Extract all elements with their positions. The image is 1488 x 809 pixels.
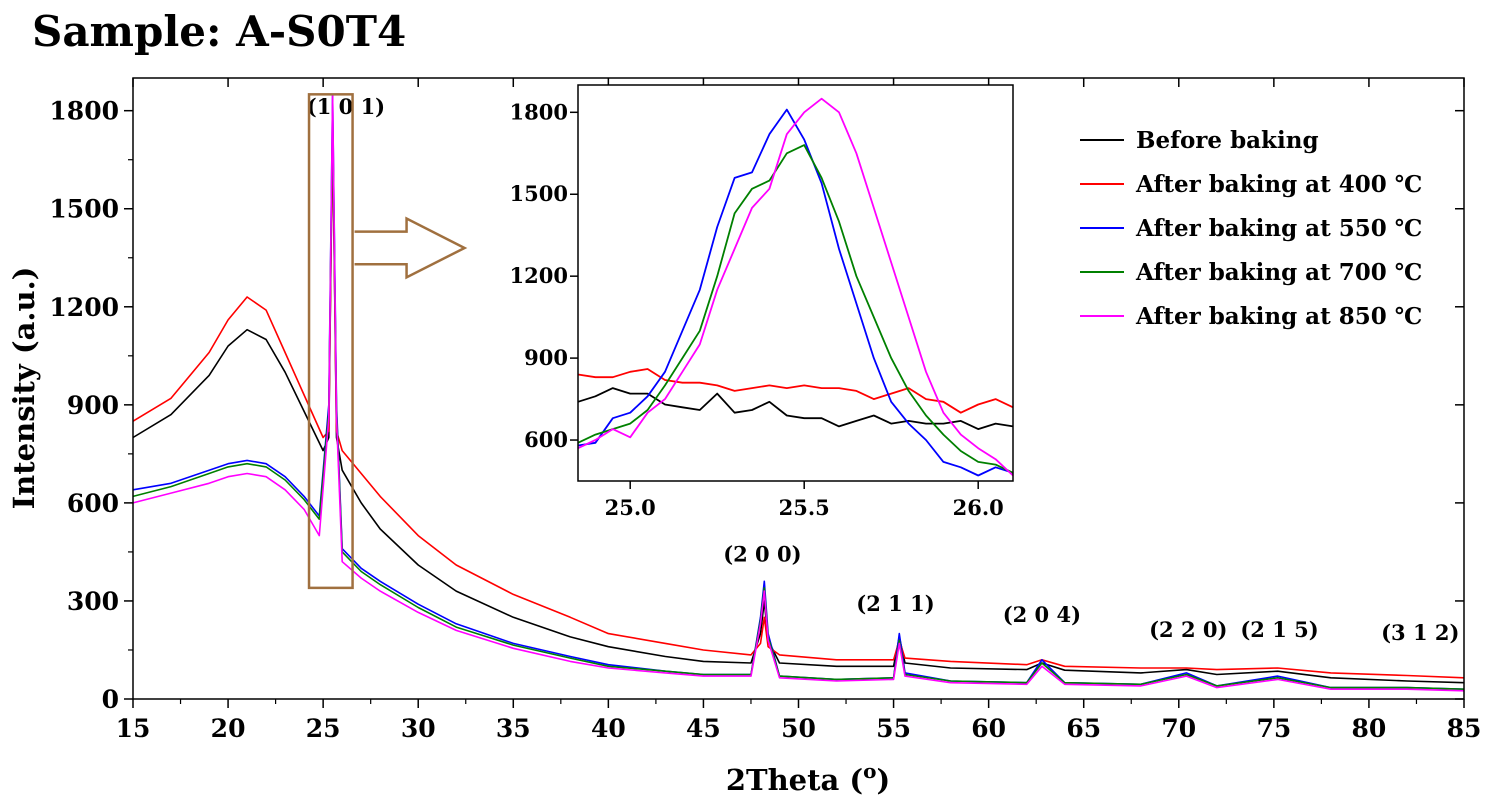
main-y-tick-label: 600 <box>67 489 119 518</box>
inset-x-tick-label: 26.0 <box>953 495 1004 520</box>
peak-annotation: (3 1 2) <box>1381 620 1459 645</box>
main-x-tick-label: 15 <box>116 714 151 743</box>
legend-label: After baking at 550 ℃ <box>1135 215 1422 242</box>
peak-annotation: (1 0 1) <box>307 94 385 119</box>
inset-x-axis: 25.0 25.5 26.0 <box>605 481 1004 520</box>
y-axis-label: Intensity (a.u.) <box>7 267 41 510</box>
main-x-tick-label: 70 <box>1161 714 1196 743</box>
inset-y-tick-label: 1500 <box>510 181 568 206</box>
legend-label: Before baking <box>1136 127 1319 154</box>
main-x-axis: 15 20 25 30 35 40 45 50 55 60 65 70 75 80 85 <box>116 78 1482 743</box>
peak-annotation: (2 0 4) <box>1003 602 1081 627</box>
peak-annotation: (2 1 5) <box>1240 617 1318 642</box>
main-y-tick-label: 0 <box>102 685 119 714</box>
inset-series-layer <box>577 97 1014 477</box>
main-x-tick-label: 50 <box>781 714 816 743</box>
main-y-tick-label: 1800 <box>49 97 119 126</box>
main-x-tick-label: 55 <box>876 714 911 743</box>
main-plot: 15 20 25 30 35 40 45 50 55 60 65 70 75 80 85 0 300 600 90… <box>49 77 1482 743</box>
legend-label: After baking at 850 ℃ <box>1135 303 1422 330</box>
main-x-tick-label: 20 <box>211 714 246 743</box>
main-x-tick-label: 40 <box>591 714 626 743</box>
inset-plot-frame <box>577 84 1014 482</box>
main-x-tick-label: 25 <box>306 714 341 743</box>
inset-y-axis: 600 900 1200 1500 1800 <box>510 99 578 452</box>
inset-series-line-1 <box>577 368 1014 414</box>
main-series-line-1 <box>132 123 1465 679</box>
x-axis-label: 2Theta (o) <box>726 759 890 797</box>
inset-series-line-4 <box>577 97 1014 477</box>
main-series-line-3 <box>132 116 1465 690</box>
inset-plot: 25.0 25.5 26.0 600 900 1200 1500 1800 <box>510 84 1014 520</box>
inset-x-tick-label: 25.0 <box>605 495 656 520</box>
highlight-box-group <box>307 93 468 590</box>
main-y-tick-label: 1200 <box>49 293 119 322</box>
main-y-tick-label: 300 <box>67 587 119 616</box>
main-x-tick-label: 65 <box>1066 714 1101 743</box>
legend-label: After baking at 700 ℃ <box>1135 259 1422 286</box>
inset-y-tick-label: 600 <box>524 427 568 452</box>
main-x-tick-label: 75 <box>1256 714 1291 743</box>
main-y-tick-label: 900 <box>67 391 119 420</box>
x-axis-label-main: 2Theta ( <box>726 763 863 797</box>
inset-series-line-3 <box>577 144 1014 474</box>
peak-annotation: (2 1 1) <box>856 591 934 616</box>
inset-background <box>578 85 1013 481</box>
main-x-tick-label: 35 <box>496 714 531 743</box>
main-x-tick-label: 45 <box>686 714 721 743</box>
inset-series-line-0 <box>577 387 1014 431</box>
peak-annotations: (1 0 1) (2 0 0) (2 1 1) (2 0 4) (2 2 0) (2 1 … <box>307 94 1460 645</box>
main-y-tick-label: 1500 <box>49 195 119 224</box>
peak-annotation: (2 2 0) <box>1149 617 1227 642</box>
chart-title: Sample: A-S0T4 <box>32 7 406 56</box>
main-series-line-0 <box>132 126 1465 684</box>
main-x-tick-label: 85 <box>1447 714 1482 743</box>
main-x-tick-label: 60 <box>971 714 1006 743</box>
inset-x-tick-label: 25.5 <box>779 495 830 520</box>
zoom-arrow <box>354 216 468 280</box>
x-axis-label-suffix: ) <box>876 763 890 797</box>
inset-y-tick-label: 900 <box>524 345 568 370</box>
main-series-line-4 <box>132 93 1465 692</box>
highlight-box <box>307 93 354 590</box>
legend-label: After baking at 400 ℃ <box>1135 171 1422 198</box>
inset-frame <box>577 84 1014 482</box>
inset-y-tick-label: 1200 <box>510 263 568 288</box>
legend: Before baking After baking at 400 ℃ After … <box>1080 127 1422 330</box>
peak-annotation: (2 0 0) <box>723 542 801 567</box>
main-x-tick-label: 30 <box>401 714 436 743</box>
main-x-tick-label: 80 <box>1352 714 1387 743</box>
main-y-axis: 0 300 600 900 1200 1500 1800 <box>49 97 1464 714</box>
inset-y-tick-label: 1800 <box>510 99 568 124</box>
x-axis-label-superscript: o <box>863 759 876 783</box>
main-series-layer <box>132 93 1465 692</box>
